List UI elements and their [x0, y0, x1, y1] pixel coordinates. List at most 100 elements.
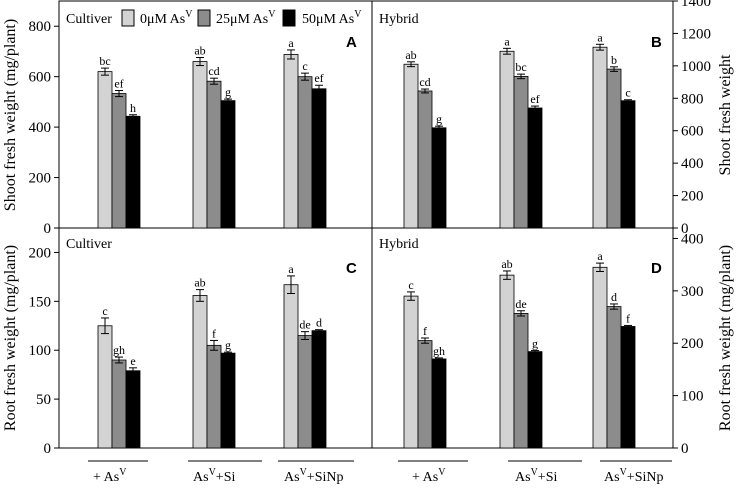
y-tick-label-d: 400 — [681, 231, 704, 247]
panel-a-name: Cultiver — [66, 12, 112, 27]
bar-d-2-1 — [606, 306, 622, 449]
significance-letter: b — [611, 53, 617, 67]
significance-letter: f — [626, 311, 630, 325]
bar-c-1-1 — [206, 344, 222, 449]
bar-a-0-0 — [97, 71, 113, 229]
y-tick-label-c: 150 — [29, 294, 52, 310]
bar-c-0-0 — [97, 325, 113, 449]
x-category-label-0: + AsV — [93, 467, 127, 485]
y-tick-label-c: 0 — [44, 441, 52, 457]
bar-c-0-1 — [111, 359, 127, 449]
bar-b-0-1 — [417, 90, 433, 229]
bar-b-1-1 — [513, 75, 529, 229]
significance-letter: a — [288, 262, 294, 276]
y-tick-label-b: 1400 — [681, 0, 711, 10]
significance-letter: e — [130, 354, 135, 368]
significance-letter: g — [225, 338, 231, 352]
bar-b-1-0 — [499, 50, 515, 229]
significance-letter: d — [611, 290, 617, 304]
bar-a-2-1 — [297, 76, 313, 229]
panel-b-name: Hybrid — [379, 12, 419, 27]
y-tick-label-b: 1000 — [681, 59, 711, 75]
y-tick-label-b: 200 — [681, 189, 704, 205]
significance-letter: ab — [405, 48, 416, 62]
y-axis-label-left-bottom: Root fresh weight (mg/plant) — [2, 245, 19, 431]
significance-letter: c — [102, 304, 107, 318]
significance-letter: de — [299, 318, 310, 332]
significance-letter: gh — [433, 344, 445, 358]
bar-d-2-2 — [620, 326, 636, 449]
bar-c-0-2 — [125, 370, 141, 449]
bar-a-1-2 — [220, 100, 236, 229]
bar-d-1-1 — [513, 312, 529, 449]
bar-d-2-0 — [592, 266, 608, 449]
x-category-label-4: AsV+Si — [515, 467, 557, 485]
legend-label-1: 25μM AsV — [216, 9, 276, 27]
y-tick-label-d: 0 — [681, 441, 689, 457]
legend: 0μM AsV 25μM AsV 50μM AsV — [121, 9, 362, 27]
bar-a-1-0 — [192, 61, 208, 229]
y-tick-label-d: 200 — [681, 336, 704, 352]
significance-letter: ef — [530, 92, 539, 106]
y-tick-label-b: 800 — [681, 91, 704, 107]
significance-letter: c — [408, 278, 413, 292]
significance-letter: cd — [208, 64, 219, 78]
significance-letter: a — [597, 30, 603, 44]
bar-b-1-2 — [527, 107, 543, 229]
significance-letter: d — [316, 316, 322, 330]
x-category-label-2: AsV+SiNp — [284, 467, 343, 485]
significance-letter: g — [436, 112, 442, 126]
y-tick-label-a: 600 — [29, 70, 52, 86]
y-tick-label-b: 600 — [681, 124, 704, 140]
significance-letter: c — [625, 86, 630, 100]
significance-letter: bc — [99, 54, 110, 68]
bar-d-1-2 — [527, 351, 543, 449]
y-tick-label-c: 200 — [29, 245, 52, 261]
bar-d-0-1 — [417, 340, 433, 449]
bar-c-1-2 — [220, 352, 236, 449]
y-tick-label-d: 300 — [681, 284, 704, 300]
significance-letter: bc — [515, 60, 526, 74]
y-tick-label-a: 200 — [29, 171, 52, 187]
significance-letter: ab — [501, 257, 512, 271]
bar-c-2-2 — [311, 330, 327, 449]
bar-a-0-1 — [111, 93, 127, 229]
significance-letter: h — [130, 101, 136, 115]
bar-c-1-0 — [192, 295, 208, 449]
y-tick-label-c: 50 — [36, 392, 51, 408]
x-category-label-3: + AsV — [412, 467, 446, 485]
panel-letter-b: B — [651, 34, 662, 51]
x-category-label-5: AsV+SiNp — [604, 467, 663, 485]
y-tick-label-d: 100 — [681, 389, 704, 405]
panel-c-name: Cultiver — [66, 237, 112, 252]
significance-letter: g — [225, 85, 231, 99]
y-axis-label-left-top: Shoot fresh weight (mg/plant) — [2, 19, 19, 211]
x-axis-categories: + AsV AsV+Si AsV+SiNp + AsV AsV+Si AsV+S… — [88, 460, 672, 485]
bar-d-0-0 — [403, 295, 419, 449]
legend-swatch-0 — [121, 9, 135, 27]
significance-letter: g — [532, 337, 538, 351]
significance-letter: gh — [113, 343, 125, 357]
y-tick-label-a: 800 — [29, 19, 52, 35]
legend-swatch-1 — [197, 9, 211, 27]
legend-label-2: 50μM AsV — [302, 9, 362, 27]
panel-letter-a: A — [346, 34, 357, 51]
significance-letter: ab — [194, 43, 205, 57]
panel-letter-c: C — [346, 260, 357, 277]
bar-a-0-2 — [125, 115, 141, 229]
bar-b-2-1 — [606, 68, 622, 229]
bar-a-2-0 — [283, 54, 299, 229]
significance-letter: cd — [419, 75, 430, 89]
y-tick-label-b: 1200 — [681, 26, 711, 42]
bar-b-0-0 — [403, 63, 419, 229]
y-tick-label-b: 0 — [681, 221, 689, 237]
bar-c-2-0 — [283, 284, 299, 449]
x-category-label-1: AsV+Si — [193, 467, 235, 485]
significance-letter: c — [302, 59, 307, 73]
significance-letter: a — [288, 36, 294, 50]
significance-letter: f — [423, 324, 427, 338]
y-tick-label-b: 400 — [681, 156, 704, 172]
bar-b-0-2 — [431, 127, 447, 229]
plot-frame — [58, 0, 674, 449]
